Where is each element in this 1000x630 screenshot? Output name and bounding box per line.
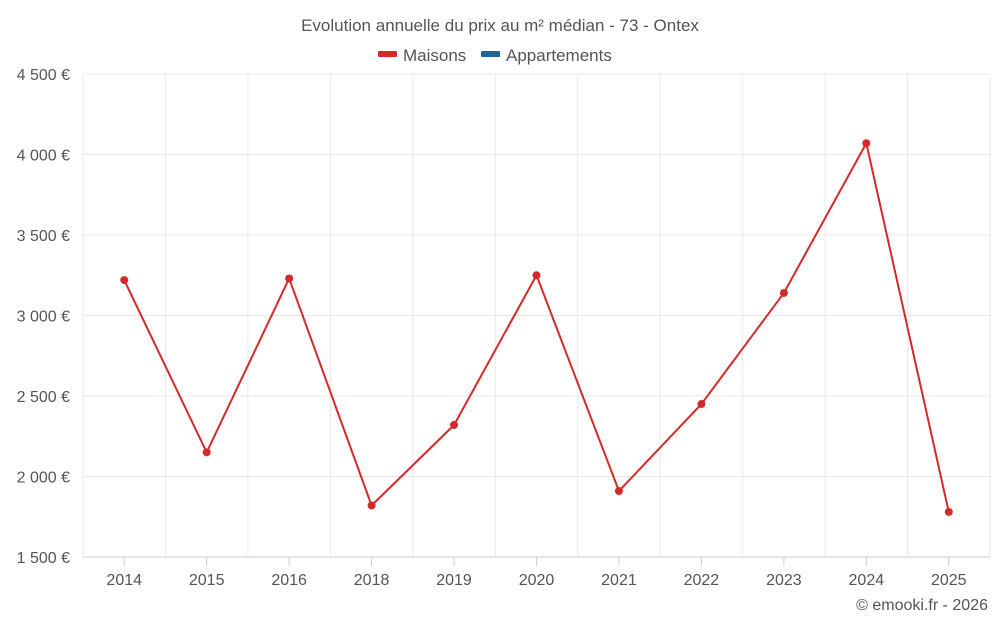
data-point-2019[interactable] — [450, 420, 459, 429]
x-tick-label: 2021 — [601, 572, 637, 589]
data-point-2021[interactable] — [614, 486, 623, 495]
chart-title: Evolution annuelle du prix au m² médian … — [301, 16, 699, 35]
x-tick-label: 2018 — [354, 572, 390, 589]
y-tick-label: 4 000 € — [17, 148, 70, 165]
x-tick-label: 2019 — [436, 572, 472, 589]
y-tick-label: 1 500 € — [17, 550, 70, 567]
x-tick-label: 2014 — [106, 572, 142, 589]
data-point-2020[interactable] — [532, 271, 541, 280]
legend-swatch-appartements — [481, 51, 500, 57]
x-tick-label: 2025 — [931, 572, 967, 589]
data-point-2018[interactable] — [367, 501, 376, 510]
y-tick-label: 2 000 € — [17, 470, 70, 487]
y-tick-label: 3 000 € — [17, 309, 70, 326]
y-tick-label: 3 500 € — [17, 228, 70, 245]
data-point-2022[interactable] — [697, 400, 706, 409]
y-tick-label: 4 500 € — [17, 67, 70, 84]
legend-swatch-maisons — [378, 51, 397, 57]
legend-label-maisons: Maisons — [403, 46, 466, 65]
x-tick-label: 2020 — [519, 572, 555, 589]
legend-item-maisons[interactable]: Maisons — [378, 46, 466, 65]
legend-label-appartements: Appartements — [506, 46, 612, 65]
x-tick-label: 2023 — [766, 572, 802, 589]
legend: Maisons Appartements — [378, 46, 612, 65]
axes: 1 500 € 2 000 € 2 500 € 3 000 € 3 500 € 4 000… — [17, 67, 990, 589]
y-tick-label: 2 500 € — [17, 389, 70, 406]
credit-text: © emooki.fr - 2026 — [856, 597, 988, 614]
data-point-2015[interactable] — [202, 448, 211, 457]
legend-item-appartements[interactable]: Appartements — [481, 46, 612, 65]
x-tick-label: 2016 — [271, 572, 307, 589]
x-tick-label: 2022 — [684, 572, 720, 589]
data-point-2025[interactable] — [944, 507, 953, 516]
data-point-2016[interactable] — [285, 274, 294, 283]
grid — [82, 73, 991, 557]
x-tick-label: 2015 — [189, 572, 225, 589]
data-point-2023[interactable] — [779, 288, 788, 297]
series-maisons — [120, 139, 953, 516]
x-tick-label: 2024 — [849, 572, 885, 589]
data-point-2024[interactable] — [862, 139, 871, 148]
data-point-2014[interactable] — [120, 276, 129, 285]
